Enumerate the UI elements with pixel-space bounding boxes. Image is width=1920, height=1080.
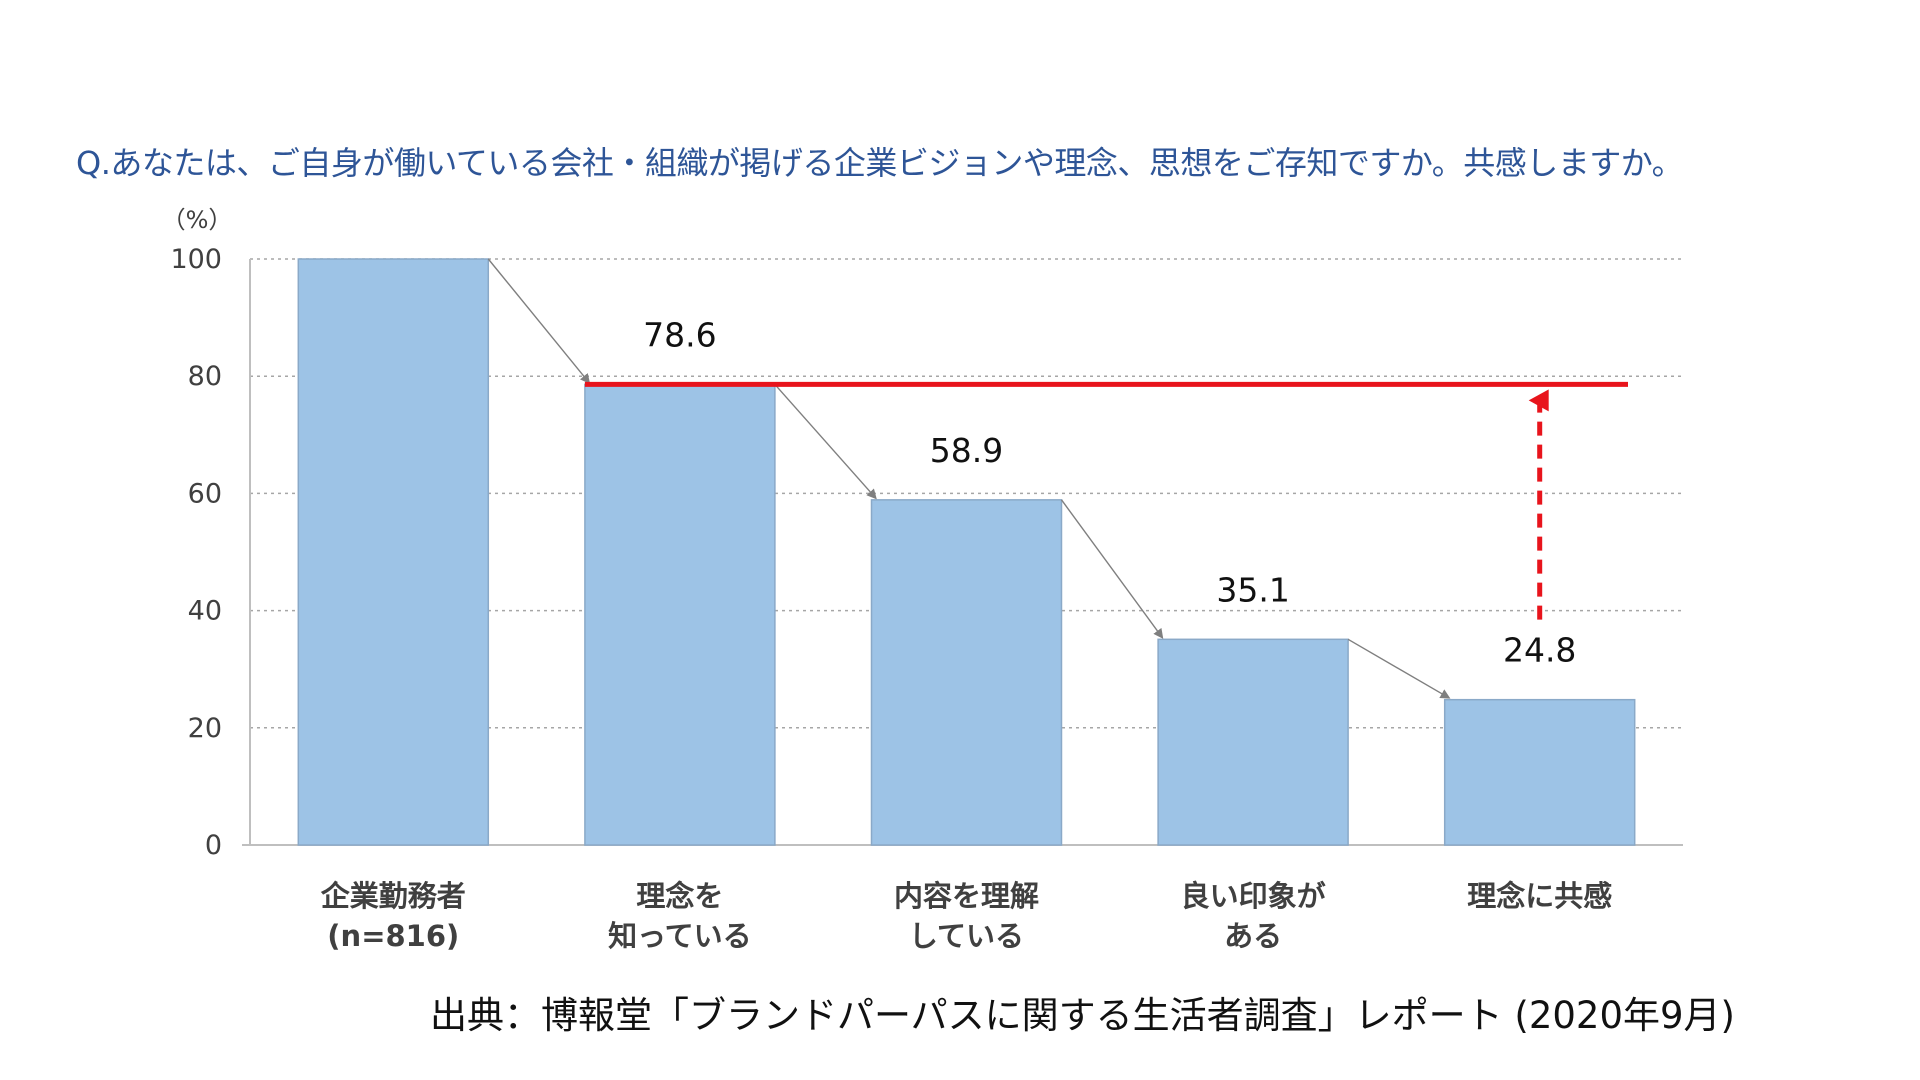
y-tick-label: 0: [205, 830, 222, 861]
bar: [870, 499, 1063, 846]
data-label: 35.1: [1216, 570, 1289, 609]
x-category-label: 知っている: [608, 919, 752, 953]
x-category-label: ある: [1224, 919, 1282, 953]
y-tick-label: 100: [170, 244, 222, 275]
data-label: 24.8: [1503, 631, 1576, 670]
y-tick-label: 40: [188, 596, 222, 627]
chart-question-title: Q.あなたは、ご自身が働いている会社・組織が掲げる企業ビジョンや理念、思想をご存…: [76, 144, 1684, 182]
x-category-label: (n=816): [327, 919, 459, 953]
step-arrow: [774, 383, 877, 500]
y-tick-label: 60: [188, 478, 222, 509]
x-category-label: 企業勤務者: [321, 879, 466, 913]
step-arrow: [1060, 499, 1164, 639]
step-arrow: [1347, 638, 1451, 699]
x-category-label: 良い印象が: [1181, 879, 1326, 913]
step-arrow: [487, 258, 591, 384]
data-label: 78.6: [643, 315, 716, 354]
y-tick-label: 20: [188, 713, 222, 744]
bar: [584, 383, 776, 846]
x-category-label: 内容を理解: [894, 879, 1039, 913]
bar: [1157, 638, 1349, 846]
bar: [1443, 698, 1636, 846]
y-tick-label: 80: [188, 361, 222, 392]
x-category-label: 理念に共感: [1467, 879, 1612, 913]
source-citation: 出典：博報堂「ブランドパーパスに関する生活者調査」レポート (2020年9月): [430, 994, 1735, 1037]
data-label: 58.9: [930, 431, 1003, 470]
x-category-label: している: [909, 919, 1024, 953]
y-axis-unit-label: （%）: [162, 206, 233, 234]
x-category-label: 理念を: [636, 879, 723, 913]
bar: [297, 258, 490, 846]
